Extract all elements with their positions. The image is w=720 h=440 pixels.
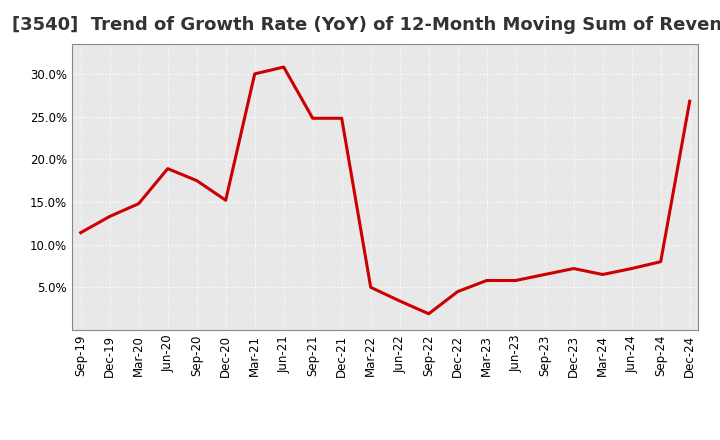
Title: [3540]  Trend of Growth Rate (YoY) of 12-Month Moving Sum of Revenues: [3540] Trend of Growth Rate (YoY) of 12-…: [12, 16, 720, 34]
